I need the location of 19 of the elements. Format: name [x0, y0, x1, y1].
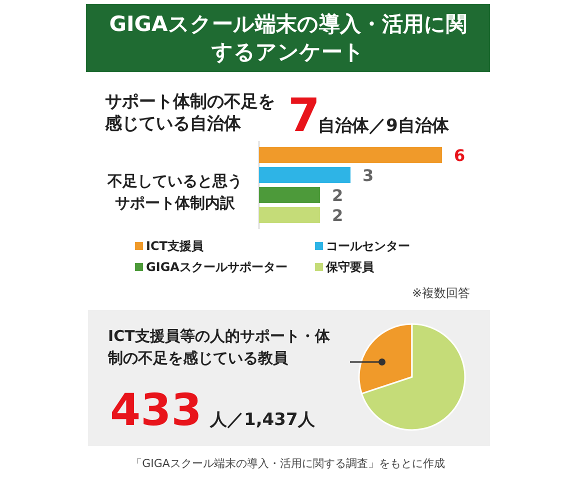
legend-label: GIGAスクールサポーター — [146, 260, 288, 274]
annotation: 7 — [288, 88, 320, 142]
text: 自治体／9自治体 — [318, 116, 450, 136]
data-label: 2 — [332, 186, 344, 205]
text: 433 — [110, 385, 202, 436]
legend-label: コールセンター — [326, 239, 410, 253]
text: サポート体制の不足を感じている自治体 — [104, 92, 275, 134]
data-label: 6 — [454, 146, 466, 165]
text: 「GIGAスクール端末の導入・活用に関する調査」をもとに作成 — [131, 457, 445, 470]
legend-label: 保守要員 — [325, 260, 375, 274]
data-label: 3 — [362, 166, 374, 185]
text: 人／1,437人 — [209, 410, 316, 430]
text: GIGAスクール端末の導入・活用に関するアンケート — [109, 12, 467, 64]
text: ※複数回答 — [412, 286, 470, 300]
text: ICT支援員等の人的サポート・体制の不足を感じている教員 — [107, 327, 331, 367]
pie-slice — [360, 323, 466, 431]
legend-label: ICT支援員 — [146, 239, 204, 253]
text: 不足していると思うサポート体制内訳 — [106, 172, 242, 212]
data-label: 2 — [332, 206, 344, 225]
